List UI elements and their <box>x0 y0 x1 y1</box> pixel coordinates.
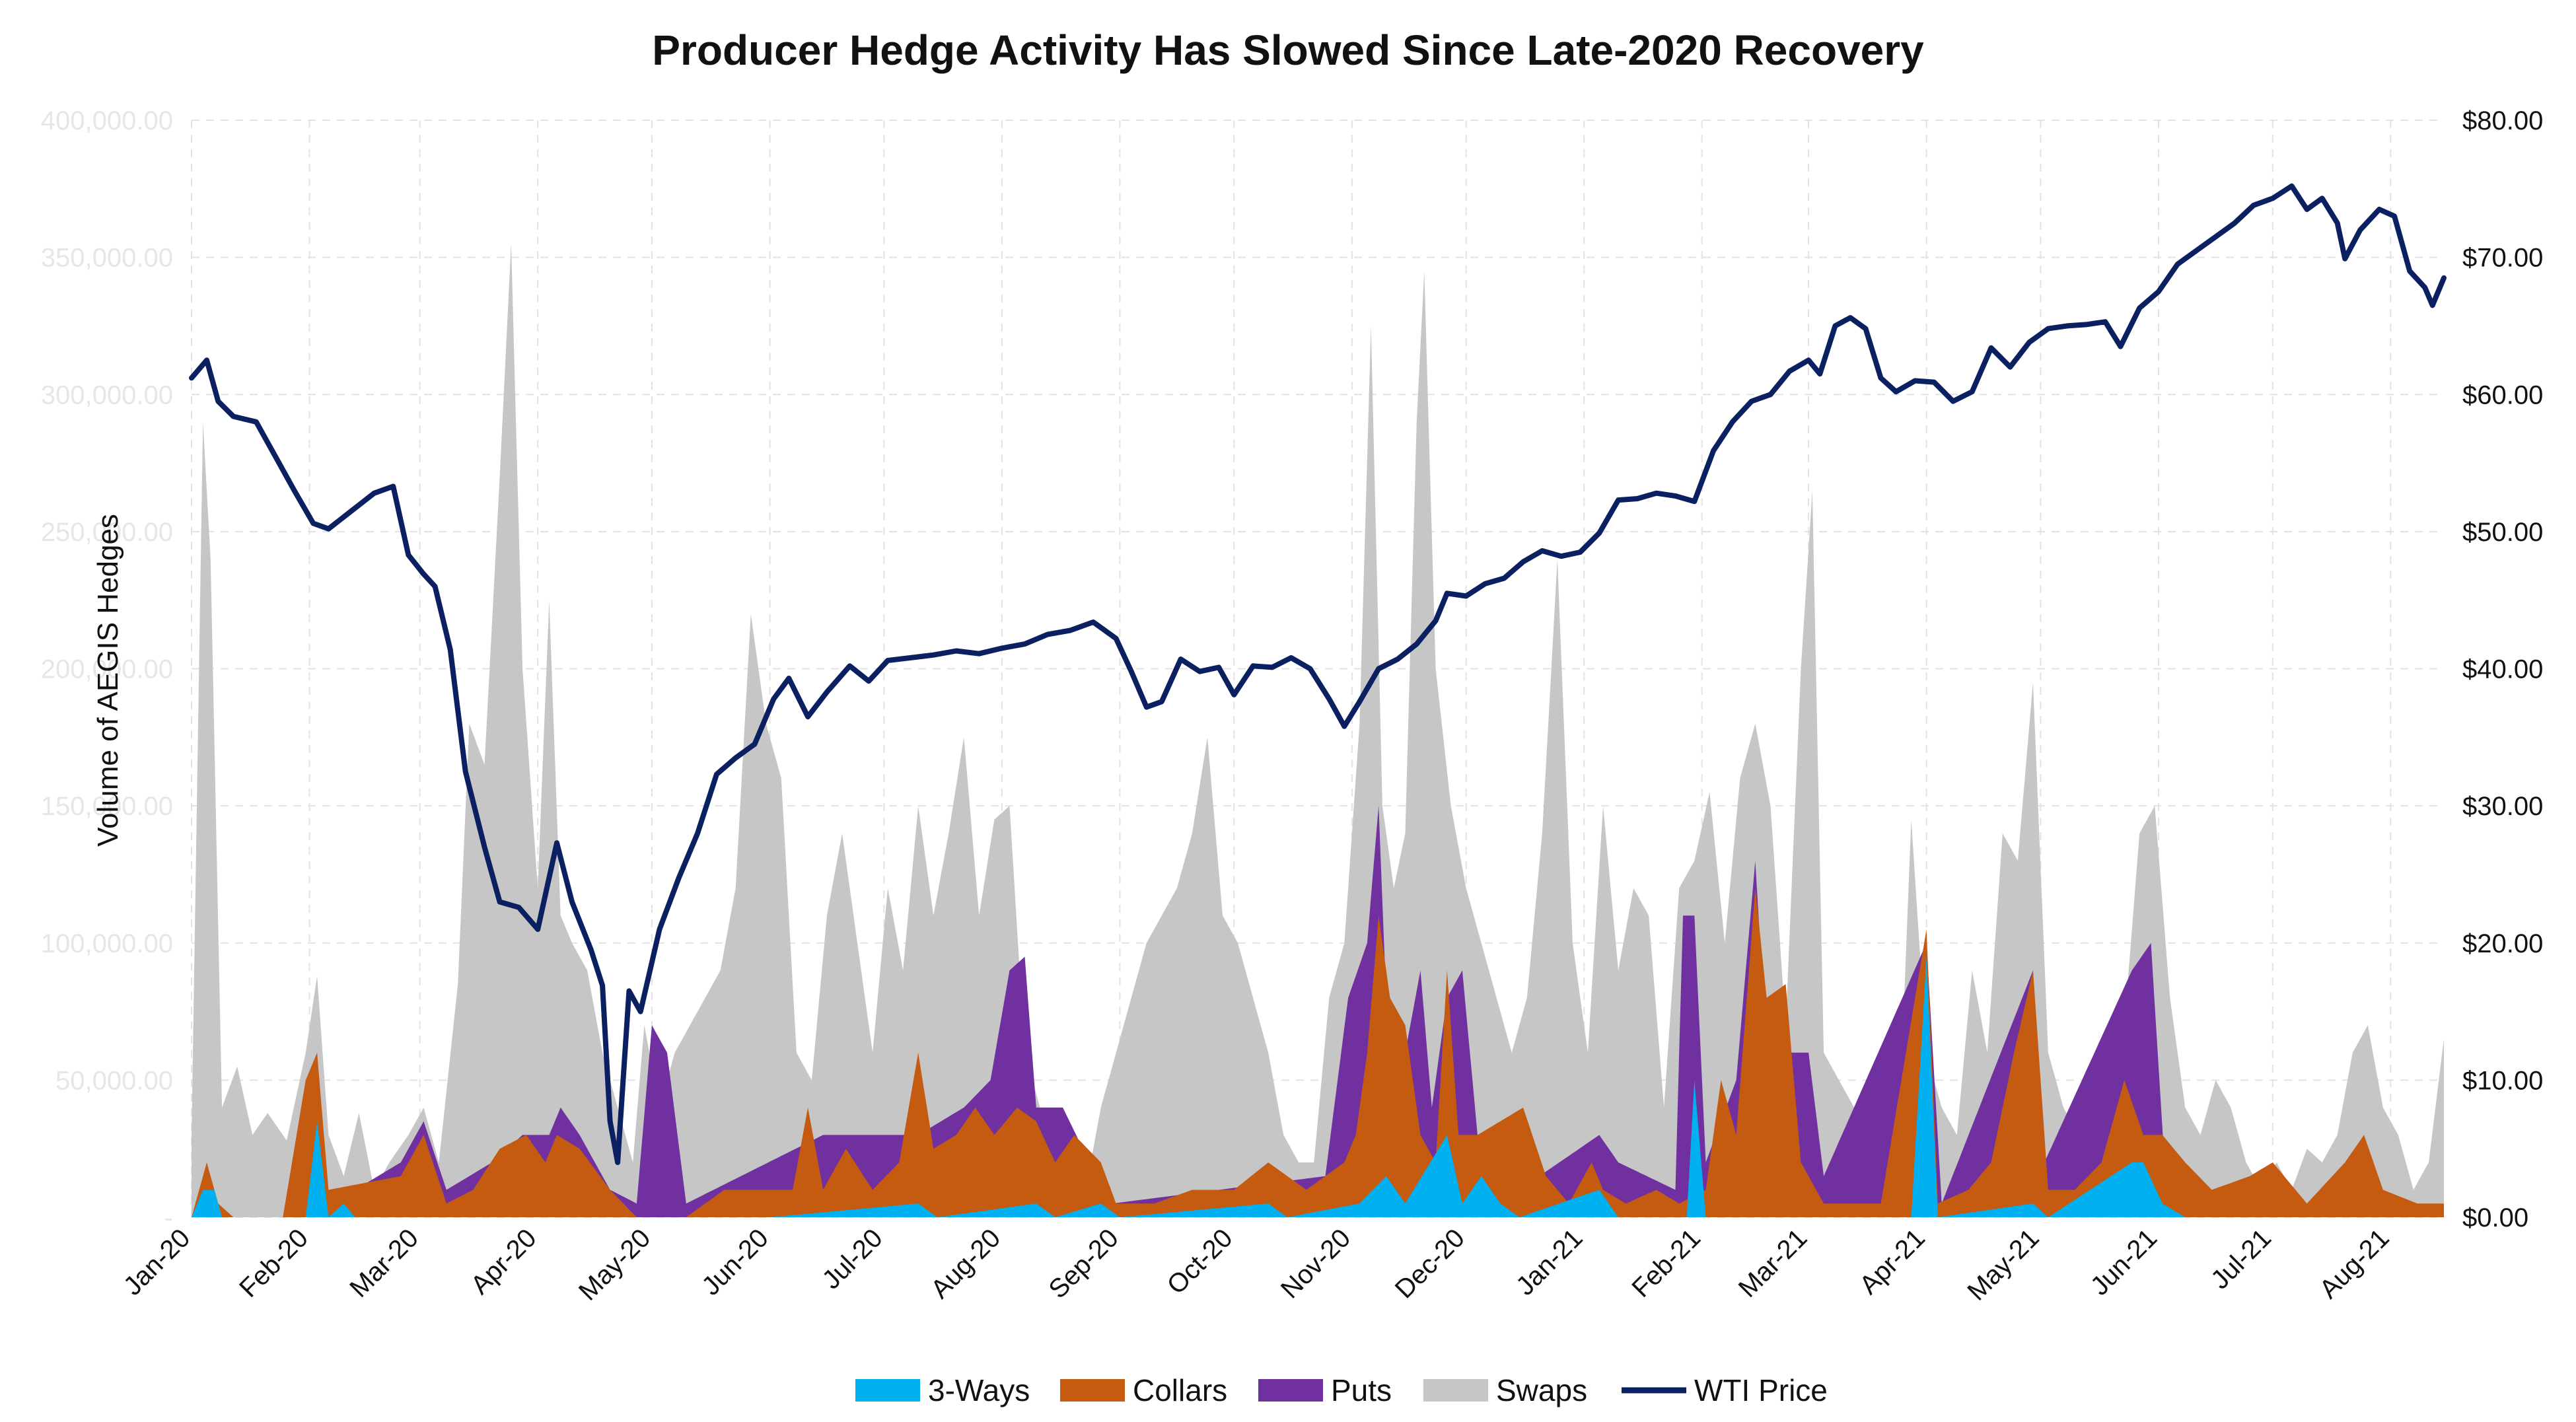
y2-axis-ticks: $0.00 $10.00 $20.00 $30.00 $40.00 $50.00 $60.0… <box>2462 106 2543 1232</box>
series-wti-price-line <box>189 183 2447 1165</box>
legend-label-wti-price: WTI Price <box>1694 1373 1828 1407</box>
y2-tick-label: $70.00 <box>2462 244 2543 273</box>
y2-tick-label: $40.00 <box>2462 655 2543 684</box>
legend-label-collars: Collars <box>1133 1373 1227 1407</box>
series-swaps-area <box>192 243 2444 1217</box>
y-axis-ticks: - 50,000.00 100,000.00 150,000.00 200,000.00… <box>41 106 173 1232</box>
y-axis-label: Volume of AEGIS Hedges <box>92 514 124 847</box>
legend-swatch-3-ways <box>855 1379 920 1402</box>
legend-swatch-collars <box>1060 1379 1125 1402</box>
y2-tick-label: $50.00 <box>2462 518 2543 547</box>
series-collars-area <box>192 888 2444 1217</box>
chart-title: Producer Hedge Activity Has Slowed Since… <box>652 26 1924 74</box>
legend: 3-Ways Collars Puts Swaps WTI Price <box>855 1373 1828 1407</box>
y2-tick-label: $60.00 <box>2462 380 2543 409</box>
line-series <box>189 183 2447 1165</box>
y-tick-label: - <box>164 1203 173 1232</box>
y-tick-label: 400,000.00 <box>41 106 173 135</box>
y2-tick-label: $10.00 <box>2462 1066 2543 1095</box>
legend-swatch-puts <box>1258 1379 1323 1402</box>
y-tick-label: 300,000.00 <box>41 380 173 409</box>
y-tick-label: 50,000.00 <box>55 1066 173 1095</box>
y2-tick-label: $80.00 <box>2462 106 2543 135</box>
legend-swatch-swaps <box>1423 1379 1488 1402</box>
legend-label-3-ways: 3-Ways <box>928 1373 1030 1407</box>
series-puts-area <box>192 806 2444 1217</box>
y2-tick-label: $0.00 <box>2462 1203 2528 1232</box>
y-tick-label: 100,000.00 <box>41 929 173 958</box>
y2-tick-label: $30.00 <box>2462 792 2543 821</box>
area-series <box>192 243 2444 1217</box>
y-tick-label: 150,000.00 <box>41 792 173 821</box>
y2-tick-label: $20.00 <box>2462 929 2543 958</box>
y-tick-label: 200,000.00 <box>41 655 173 684</box>
legend-label-puts: Puts <box>1331 1373 1392 1407</box>
y-tick-label: 250,000.00 <box>41 518 173 547</box>
y-tick-label: 350,000.00 <box>41 244 173 273</box>
legend-label-swaps: Swaps <box>1496 1373 1587 1407</box>
